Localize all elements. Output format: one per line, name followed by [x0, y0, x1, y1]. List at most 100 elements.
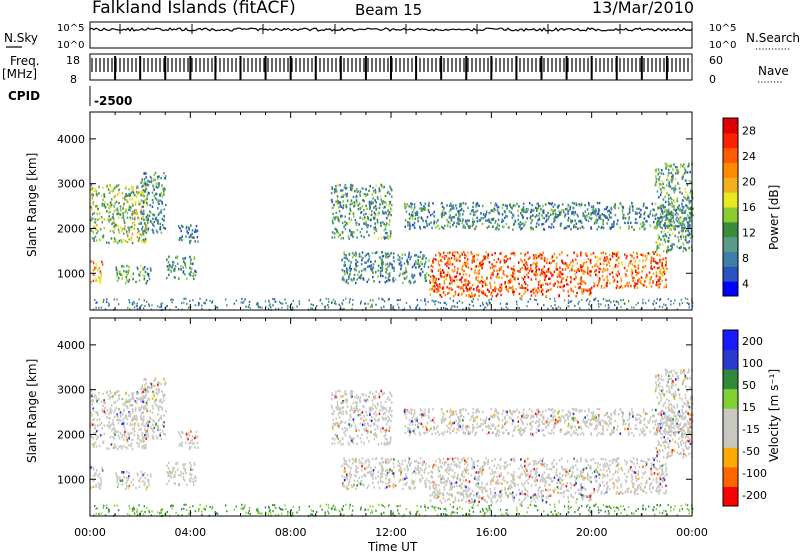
power-cell	[652, 272, 655, 275]
velocity-cell	[365, 426, 367, 430]
power-cell	[142, 209, 145, 213]
velocity-cell	[349, 479, 351, 482]
power-cell	[554, 219, 556, 222]
power-cell	[341, 278, 344, 281]
power-cell	[560, 280, 563, 283]
power-cell	[530, 210, 532, 214]
power-cell	[335, 200, 338, 203]
velocity-cell	[341, 474, 344, 478]
velocity-cell	[411, 479, 414, 482]
velocity-cell	[103, 399, 105, 402]
velocity-cell	[137, 474, 139, 477]
power-cell	[452, 204, 455, 207]
power-cell	[557, 281, 560, 284]
power-cell	[429, 213, 432, 217]
power-cell	[661, 226, 663, 230]
power-cell	[95, 190, 98, 193]
power-cell	[133, 224, 136, 227]
velocity-cell	[361, 465, 363, 468]
power-cell	[641, 270, 643, 273]
power-cell	[679, 163, 682, 166]
power-cell	[151, 198, 154, 202]
power-cell	[335, 185, 337, 188]
power-cell	[679, 165, 682, 169]
power-cell	[116, 271, 118, 274]
power-cell	[607, 218, 610, 221]
power-cell	[530, 290, 532, 293]
power-cell	[547, 211, 549, 215]
power-cell	[508, 210, 511, 213]
velocity-cell	[157, 419, 160, 422]
power-cell	[658, 223, 660, 226]
power-cell	[558, 253, 561, 256]
power-cell	[666, 178, 668, 182]
power-cell	[365, 220, 367, 224]
power-cell	[592, 205, 595, 208]
power-cell	[496, 269, 498, 273]
power-cell	[547, 201, 550, 205]
power-cell	[128, 229, 131, 232]
velocity-cell	[189, 466, 192, 469]
power-cell	[110, 205, 112, 209]
power-cell	[120, 209, 122, 212]
power-cell	[565, 264, 568, 267]
power-cell	[342, 195, 344, 198]
power-cell	[611, 223, 613, 226]
power-cell	[441, 215, 443, 218]
velocity-cell	[369, 413, 371, 416]
velocity-cell	[150, 475, 152, 478]
velocity-cell	[137, 445, 140, 448]
power-cell	[652, 257, 655, 261]
velocity-cell	[373, 412, 375, 415]
velocity-cell	[166, 471, 169, 474]
velocity-cell	[103, 410, 106, 413]
power-cell	[384, 194, 387, 198]
power-cell	[603, 208, 606, 211]
power-cell	[420, 216, 423, 219]
power-cell	[547, 217, 550, 220]
power-cell	[411, 275, 413, 278]
power-cell	[465, 254, 468, 258]
power-cell	[360, 300, 362, 303]
power-cell	[442, 286, 445, 289]
velocity-cell	[133, 430, 136, 433]
power-cell	[437, 259, 440, 263]
power-cell	[658, 254, 661, 257]
power-cell	[535, 225, 538, 228]
power-cell	[603, 286, 606, 289]
power-cell	[398, 262, 401, 265]
power-cell	[343, 272, 346, 276]
velocity-cell	[126, 406, 129, 410]
power-cell	[665, 235, 668, 238]
power-cell	[567, 299, 570, 302]
velocity-cell	[345, 460, 347, 463]
freq-tick-bottom: 8	[70, 73, 77, 86]
power-cell	[449, 225, 452, 229]
power-cell	[602, 251, 605, 255]
velocity-cell	[144, 388, 147, 391]
power-cell	[486, 276, 488, 279]
power-cell	[153, 220, 156, 224]
power-cell	[542, 288, 544, 292]
velocity-cell	[142, 400, 144, 403]
velocity-cell	[161, 429, 164, 433]
power-cell	[138, 306, 141, 309]
velocity-cell	[97, 413, 99, 417]
velocity-cell	[100, 466, 103, 470]
velocity-cell	[377, 419, 380, 422]
power-cell	[449, 276, 451, 279]
velocity-cell	[340, 411, 342, 415]
velocity-cell	[145, 437, 148, 440]
power-cell	[143, 234, 145, 237]
power-cell	[433, 300, 435, 303]
power-cell	[661, 205, 663, 208]
power-cell	[604, 304, 607, 307]
power-cell	[497, 288, 500, 291]
velocity-cell	[95, 469, 98, 472]
power-cell	[109, 229, 112, 233]
power-cell	[422, 254, 424, 257]
power-cell	[124, 195, 126, 199]
power-cell	[327, 300, 330, 303]
power-cell	[473, 220, 476, 223]
